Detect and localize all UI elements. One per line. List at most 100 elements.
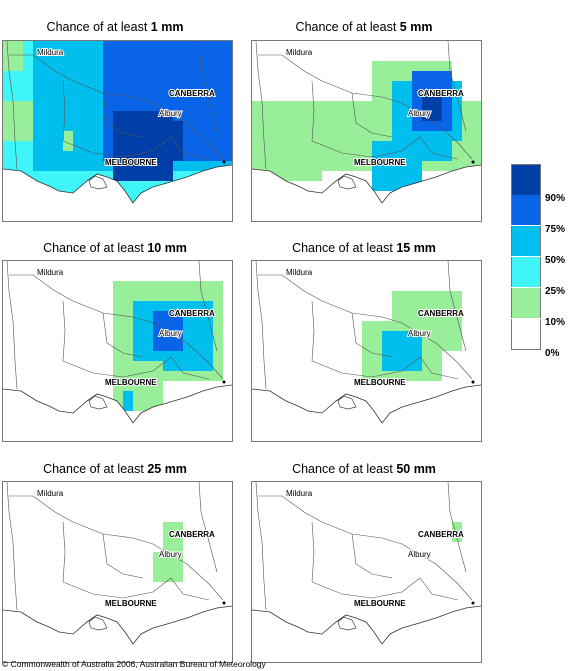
probability-block [372,141,422,191]
port-phillip-bay [337,175,357,190]
legend-label: 90% [545,193,566,204]
rain-map: Mildura CANBERRA Albury MELBOURNE [2,481,233,663]
place-label-canberra: CANBERRA [418,530,464,539]
place-label-melbourne: MELBOURNE [105,599,157,608]
probability-block [3,41,23,71]
place-label-albury: Albury [408,329,431,338]
legend-swatch-25 [511,257,541,287]
gabo-island-marker [471,160,475,164]
map-canvas: Mildura CANBERRA Albury MELBOURNE [252,482,481,662]
map-canvas: Mildura CANBERRA Albury MELBOURNE [252,261,481,441]
rain-map: Mildura CANBERRA Albury MELBOURNE [2,260,233,442]
place-label-canberra: CANBERRA [418,309,464,318]
gabo-island-marker [222,160,226,164]
place-label-mildura: Mildura [286,489,313,498]
place-label-canberra: CANBERRA [418,89,464,98]
legend-label: 10% [545,317,566,328]
district-border [351,92,393,138]
district-border [62,356,172,378]
district-border [419,356,459,380]
coastline [252,384,481,424]
copyright-notice: © Commonwealth of Australia 2006, Austra… [2,659,266,669]
map-canvas: Mildura CANBERRA Albury MELBOURNE [3,41,232,221]
district-border [311,356,421,378]
district-border [255,482,267,611]
panel-amount: 25 mm [147,462,187,476]
port-phillip-bay [88,616,108,631]
district-border [447,41,467,132]
district-border [62,136,172,158]
legend-swatch-0 [511,319,541,350]
panel-title: Chance of at least 1 mm [46,20,184,34]
place-label-melbourne: MELBOURNE [354,378,406,387]
port-phillip-bay [337,395,357,410]
panel-amount: 1 mm [150,20,184,34]
district-border [198,261,218,352]
district-border [170,356,210,380]
place-label-canberra: CANBERRA [169,309,215,318]
district-border [62,521,66,583]
gabo-island-marker [222,601,226,605]
probability-block [153,311,183,351]
place-label-canberra: CANBERRA [169,89,215,98]
coastline [3,384,232,424]
district-border [102,533,144,579]
district-border [9,54,224,160]
probability-block [452,141,472,161]
coastline [3,605,232,645]
panel-amount: 5 mm [399,20,433,34]
gabo-island-marker [471,601,475,605]
district-border [255,41,267,170]
place-label-albury: Albury [408,109,431,118]
coastline [252,605,481,645]
place-label-melbourne: MELBOURNE [105,158,157,167]
rain-map: Mildura CANBERRA Albury MELBOURNE [251,481,482,663]
district-border [258,54,473,160]
probability-block [422,91,442,121]
panel-amount: 50 mm [396,462,436,476]
place-label-mildura: Mildura [37,268,64,277]
panel-amount: 10 mm [147,241,187,255]
port-phillip-bay [88,395,108,410]
district-border [198,482,218,573]
district-border [9,495,224,601]
district-border [311,136,421,158]
district-border [311,577,421,599]
district-border [258,274,473,380]
district-border [419,136,459,160]
district-border [102,312,144,358]
probability-block [143,121,183,161]
district-border [62,80,66,142]
district-border [198,41,218,132]
legend-label: 0% [545,348,560,359]
place-label-mildura: Mildura [37,48,64,57]
coastline [3,164,232,204]
place-label-mildura: Mildura [286,268,313,277]
place-label-albury: Albury [159,550,182,559]
coastline [252,164,481,204]
probability-block [63,131,73,151]
panel-title: Chance of at least 10 mm [43,241,187,255]
probability-block [163,522,183,562]
place-label-melbourne: MELBOURNE [354,599,406,608]
district-border [62,577,172,599]
district-border [6,41,18,170]
place-label-mildura: Mildura [286,48,313,57]
district-border [311,300,315,362]
district-border [447,261,467,352]
legend-label: 50% [545,255,566,266]
district-border [170,577,210,601]
map-canvas: Mildura CANBERRA Albury MELBOURNE [3,261,232,441]
ocean-area [252,165,481,221]
district-border [351,312,393,358]
probability-block [123,391,133,411]
port-phillip-bay [88,175,108,190]
probability-block [402,331,422,351]
place-label-melbourne: MELBOURNE [105,378,157,387]
ocean-area [252,385,481,441]
place-label-albury: Albury [159,109,182,118]
map-canvas: Mildura CANBERRA Albury MELBOURNE [3,482,232,662]
district-border [447,482,467,573]
panel-title: Chance of at least 15 mm [292,241,436,255]
probability-block [452,522,462,542]
